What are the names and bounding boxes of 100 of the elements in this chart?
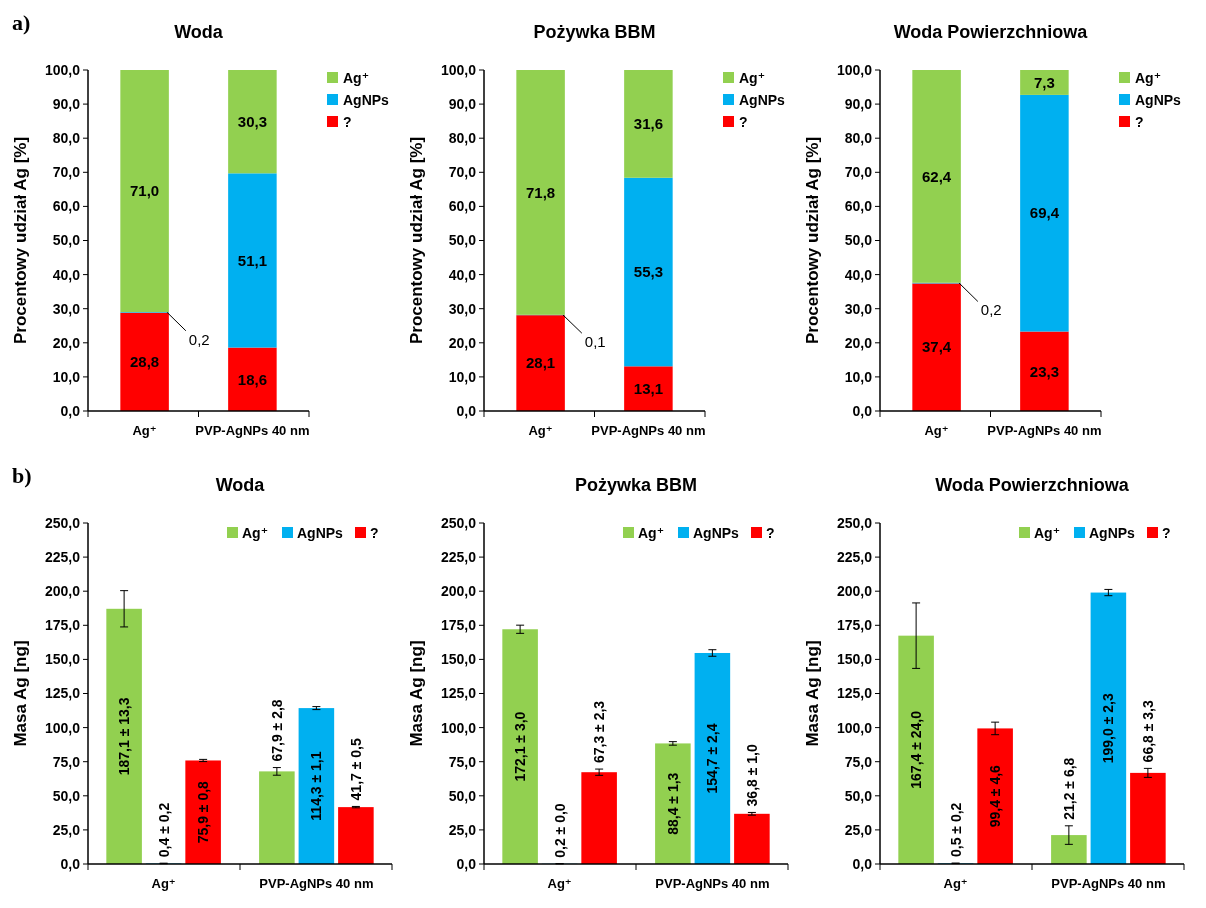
y-tick-label: 70,0	[52, 164, 81, 181]
y-tick-label: 70,0	[844, 164, 873, 181]
y-tick-label: 125,0	[440, 685, 477, 702]
y-tick-label: 0,0	[852, 402, 873, 419]
y-tick-label: 50,0	[844, 232, 873, 249]
y-tick-label: 250,0	[440, 514, 477, 531]
y-axis-title: Procentowy udział Ag [%]	[803, 136, 822, 345]
chart-title: Pożywka BBM	[574, 475, 698, 495]
y-tick-label: 100,0	[44, 61, 81, 78]
data-label: 187,1 ± 13,3	[116, 697, 133, 776]
legend-label: ?	[1162, 524, 1171, 541]
y-tick-label: 0,0	[60, 402, 81, 419]
y-tick-label: 225,0	[836, 549, 873, 565]
y-tick-label: 50,0	[52, 232, 81, 249]
legend-label: AgNPs	[1135, 91, 1182, 108]
y-tick-label: 200,0	[440, 583, 477, 600]
data-label: 41,7 ± 0,5	[347, 738, 364, 801]
data-label: 88,4 ± 1,3	[664, 772, 681, 835]
legend-label: Ag⁺	[343, 69, 370, 86]
text: b)	[12, 463, 32, 488]
x-tick-label: Ag⁺	[132, 423, 157, 438]
x-tick-label: PVP-AgNPs 40 nm	[259, 876, 374, 891]
data-label: 172,1 ± 3,0	[512, 711, 529, 782]
data-label: 66,8 ± 3,3	[1139, 700, 1156, 763]
legend-label: AgNPs	[693, 524, 740, 541]
data-label: 0,5 ± 0,2	[947, 802, 964, 858]
y-tick-label: 25,0	[844, 821, 873, 838]
legend-label: Ag⁺	[1034, 524, 1061, 541]
x-tick-label: Ag⁺	[924, 423, 949, 438]
y-tick-label: 75,0	[448, 753, 477, 770]
y-tick-label: 40,0	[52, 266, 81, 283]
x-tick-label: PVP-AgNPs 40 nm	[195, 423, 310, 438]
data-label: 69,4	[1029, 204, 1060, 222]
y-tick-label: 90,0	[844, 96, 873, 112]
data-label: 199,0 ± 2,3	[1100, 693, 1117, 764]
y-tick-label: 80,0	[448, 130, 477, 147]
y-tick-label: 75,0	[52, 753, 81, 770]
y-tick-label: 50,0	[448, 787, 477, 804]
y-tick-label: 75,0	[844, 753, 873, 770]
y-tick-label: 100,0	[836, 61, 873, 78]
y-tick-label: 90,0	[448, 96, 477, 112]
x-tick-label: PVP-AgNPs 40 nm	[987, 423, 1102, 438]
legend-label: Ag⁺	[739, 69, 766, 86]
data-label: 13,1	[633, 379, 663, 397]
y-tick-label: 80,0	[844, 130, 873, 147]
legend-label: ?	[739, 113, 748, 130]
legend-label: Ag⁺	[242, 524, 269, 541]
data-label: 154,7 ± 2,4	[704, 723, 721, 794]
data-label: 75,9 ± 0,8	[195, 780, 212, 844]
text: a)	[12, 10, 31, 35]
data-label: 28,1	[526, 354, 556, 372]
y-tick-label: 30,0	[844, 300, 873, 317]
y-tick-label: 0,0	[456, 855, 477, 872]
x-tick-label: Ag⁺	[528, 423, 553, 438]
data-label: 28,8	[130, 353, 160, 371]
y-tick-label: 20,0	[448, 334, 477, 351]
y-tick-label: 225,0	[440, 549, 477, 565]
y-tick-label: 150,0	[440, 651, 477, 668]
legend-label: AgNPs	[1089, 524, 1136, 541]
data-label: 71,8	[526, 183, 556, 201]
y-tick-label: 225,0	[44, 549, 81, 565]
y-tick-label: 200,0	[836, 583, 873, 600]
data-label: 21,2 ± 6,8	[1060, 757, 1077, 820]
chart-title: Woda Powierzchniowa	[893, 22, 1089, 42]
legend-label: Ag⁺	[1135, 69, 1162, 86]
y-tick-label: 0,0	[60, 855, 81, 872]
data-label: 30,3	[237, 112, 267, 130]
y-tick-label: 100,0	[440, 719, 477, 736]
y-tick-label: 10,0	[448, 368, 477, 385]
y-tick-label: 175,0	[44, 617, 81, 634]
y-tick-label: 175,0	[440, 617, 477, 634]
legend-label: AgNPs	[343, 91, 390, 108]
y-tick-label: 100,0	[44, 719, 81, 736]
data-label: 7,3	[1033, 73, 1055, 91]
data-label: 114,3 ± 1,1	[308, 751, 325, 821]
y-tick-label: 250,0	[44, 514, 81, 531]
y-axis-title: Masa Ag [ng]	[407, 640, 426, 747]
data-label: 51,1	[237, 251, 267, 269]
x-tick-label: Ag⁺	[151, 876, 176, 891]
data-label: 23,3	[1029, 362, 1059, 380]
y-axis-title: Procentowy udział Ag [%]	[407, 136, 426, 345]
data-label: 55,3	[633, 263, 663, 281]
legend-label: ?	[1135, 113, 1144, 130]
y-tick-label: 125,0	[44, 685, 81, 702]
y-tick-label: 80,0	[52, 130, 81, 147]
x-tick-label: PVP-AgNPs 40 nm	[591, 423, 706, 438]
data-label: 37,4	[922, 338, 952, 356]
y-tick-label: 40,0	[844, 266, 873, 283]
data-label: 36,8 ± 1,0	[743, 744, 760, 807]
y-tick-label: 200,0	[44, 583, 81, 600]
legend-label: ?	[370, 524, 379, 541]
legend-label: ?	[343, 113, 352, 130]
y-axis-title: Masa Ag [ng]	[803, 640, 822, 747]
data-label: 71,0	[130, 182, 160, 200]
chart-title: Pożywka BBM	[533, 22, 656, 42]
data-label: 0,2	[188, 330, 210, 348]
data-label: 18,6	[237, 370, 267, 388]
data-label: 31,6	[633, 115, 663, 133]
y-tick-label: 125,0	[836, 685, 873, 702]
data-label: 0,1	[584, 333, 606, 351]
